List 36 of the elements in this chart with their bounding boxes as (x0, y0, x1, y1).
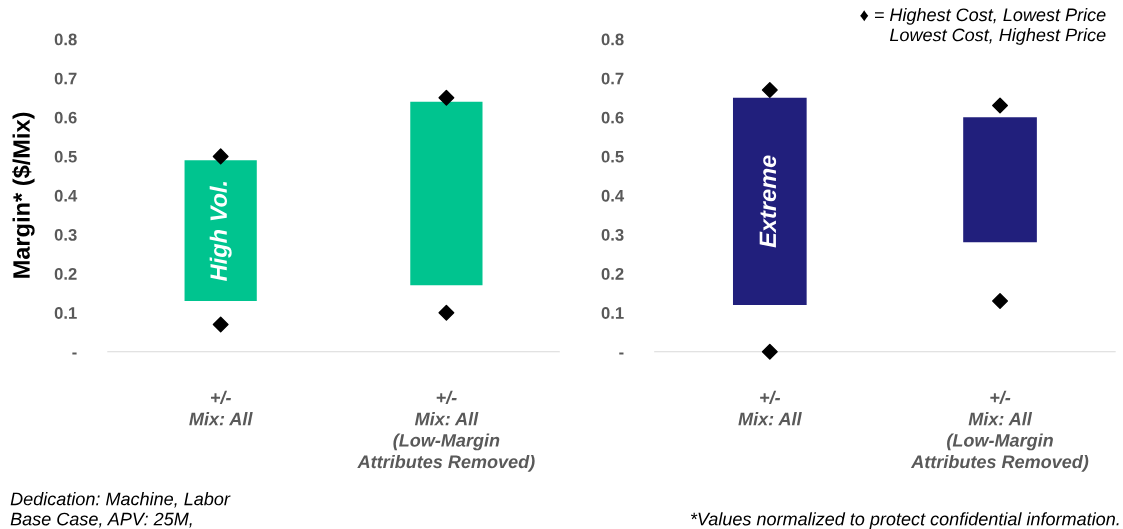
y-tick-label: 0.2 (54, 268, 77, 280)
y-tick-label: 0.6 (601, 111, 624, 124)
point (438, 89, 455, 106)
y-tick-label: 0.3 (54, 228, 77, 241)
x-tick-label: +/- Mix: All (189, 390, 253, 426)
annotation: High Vol. (209, 181, 232, 281)
annotation: ♦ = Highest Cost, Lowest Price Lowest Cost, Highest Price (860, 7, 1106, 45)
point (761, 343, 778, 360)
y-tick-label: 0.4 (601, 189, 625, 202)
y-axis-title: Margin* ($/Mix) (12, 112, 35, 278)
point (212, 316, 229, 333)
y-tick-label: - (619, 352, 624, 355)
y-tick-label: 0.3 (601, 228, 624, 241)
y-tick-label: 0.4 (54, 189, 78, 202)
x-tick-label: +/- Mix: All (738, 390, 802, 426)
point (438, 304, 455, 321)
point (992, 97, 1009, 114)
point (992, 293, 1009, 309)
y-tick-label: 0.8 (601, 33, 624, 46)
text: *Values normalized to protect confidential information. (690, 512, 1119, 529)
annotation: Extreme (759, 155, 777, 248)
y-tick-label: 0.8 (54, 33, 77, 46)
point (761, 81, 778, 98)
y-tick-label: - (72, 352, 77, 355)
y-tick-label: 0.5 (601, 150, 624, 163)
y-tick-label: 0.1 (54, 307, 77, 319)
y-tick-label: 0.6 (54, 111, 77, 124)
x-tick-label: +/- Mix: All (Low-Margin Attributes Removed) (910, 390, 1089, 472)
y-tick-label: 0.2 (601, 268, 624, 280)
x-tick-label: +/- Mix: All (Low-Margin Attributes Removed) (357, 390, 535, 472)
y-tick-label: 0.7 (54, 72, 77, 85)
point (212, 148, 229, 165)
text: Dedication: Machine, Labor Base Case, APV: 25M, (10, 492, 231, 528)
y-tick-label: 0.5 (54, 150, 77, 163)
y-tick-label: 0.1 (601, 307, 624, 319)
y-tick-label: 0.7 (601, 72, 624, 85)
